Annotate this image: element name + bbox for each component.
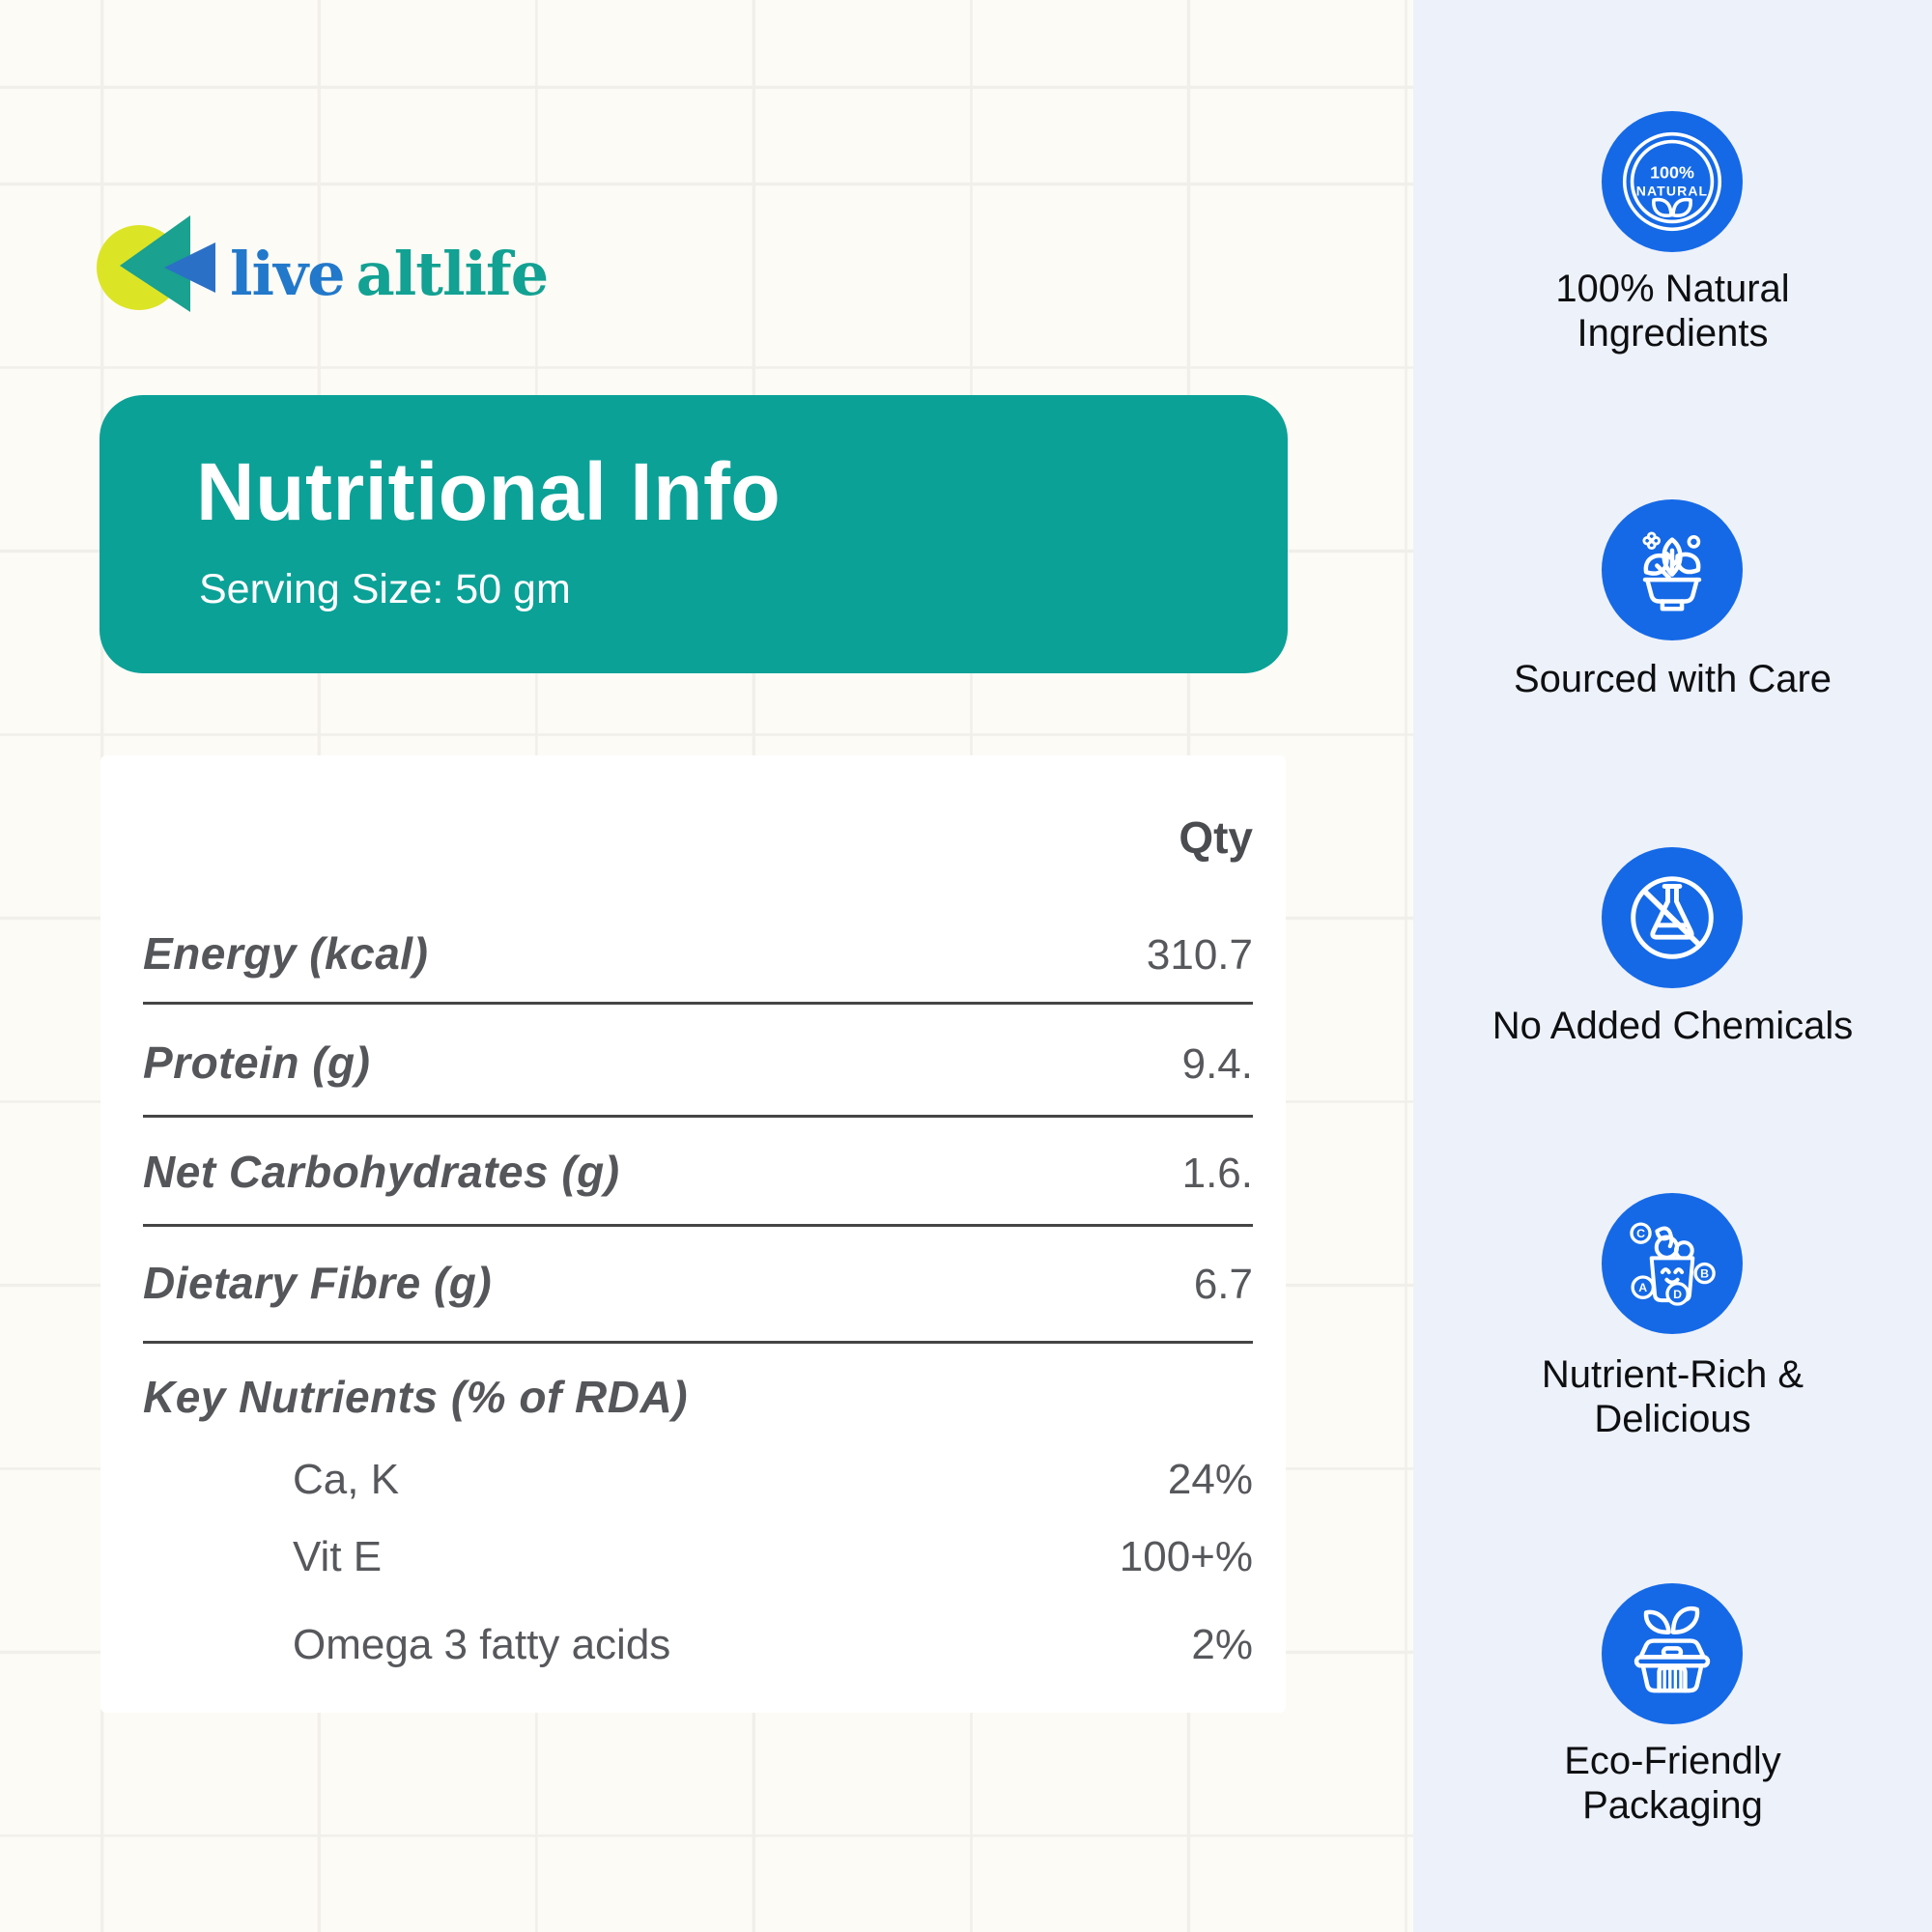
- brand-wordmark: live altlife: [230, 238, 550, 311]
- row-divider: [143, 1224, 1253, 1227]
- svg-text:A: A: [1638, 1281, 1647, 1294]
- eco-packaging-icon: [1634, 1605, 1711, 1693]
- row-value: 9.4.: [1181, 1040, 1253, 1088]
- brand-name-live: live: [230, 239, 346, 309]
- qty-column-header: Qty: [1179, 812, 1253, 863]
- feature-label: Sourced with Care: [1513, 658, 1833, 700]
- feature-icon-circle: [1602, 847, 1743, 988]
- feature-icon-circle: 100% NATURAL: [1602, 111, 1743, 252]
- svg-text:D: D: [1673, 1288, 1682, 1301]
- row-label: Energy (kcal): [143, 928, 429, 979]
- svg-text:100%: 100%: [1650, 163, 1694, 183]
- row-value: 1.6.: [1181, 1150, 1253, 1197]
- brand-logo-icon: [97, 215, 215, 312]
- nutrition-table-card: Qty Energy (kcal) 310.7 Protein (g) 9.4.…: [100, 755, 1286, 1713]
- table-row: Vit E 100+%: [293, 1532, 1253, 1582]
- natural-badge-icon: 100% NATURAL: [1622, 131, 1722, 232]
- no-chemicals-icon: [1631, 876, 1714, 959]
- feature-label: 100% Natural Ingredients: [1555, 268, 1790, 355]
- row-divider: [143, 1002, 1253, 1005]
- feature-icon-circle: [1602, 1583, 1743, 1724]
- row-label: Vit E: [293, 1533, 383, 1580]
- feature-icon-circle: [1602, 499, 1743, 640]
- row-value: 24%: [1167, 1456, 1253, 1503]
- row-divider: [143, 1115, 1253, 1118]
- page-title: Nutritional Info: [196, 446, 781, 537]
- brand-name-altlife: altlife: [355, 239, 550, 309]
- row-divider: [143, 1341, 1253, 1344]
- row-value: 2%: [1191, 1621, 1253, 1668]
- table-row: Ca, K 24%: [293, 1455, 1253, 1505]
- nutrition-header-card: Nutritional Info Serving Size: 50 gm: [99, 395, 1288, 673]
- svg-text:NATURAL: NATURAL: [1636, 184, 1708, 199]
- table-row: Energy (kcal) 310.7: [143, 924, 1253, 984]
- row-label: Protein (g): [143, 1037, 371, 1088]
- row-value: 100+%: [1119, 1533, 1253, 1580]
- feature-icon-circle: C B A D: [1602, 1193, 1743, 1334]
- feature-label: No Added Chemicals: [1492, 1005, 1854, 1047]
- row-label: Dietary Fibre (g): [143, 1258, 493, 1308]
- table-row: Net Carbohydrates (g) 1.6.: [143, 1143, 1253, 1203]
- table-row: Protein (g) 9.4.: [143, 1034, 1253, 1094]
- key-nutrients-heading: Key Nutrients (% of RDA): [143, 1372, 689, 1422]
- row-value: 310.7: [1146, 931, 1253, 979]
- row-value: 6.7: [1193, 1261, 1253, 1308]
- svg-text:B: B: [1700, 1267, 1709, 1281]
- table-row: Omega 3 fatty acids 2%: [293, 1620, 1253, 1670]
- row-label: Omega 3 fatty acids: [293, 1621, 671, 1668]
- row-label: Net Carbohydrates (g): [143, 1147, 620, 1197]
- table-row: Dietary Fibre (g) 6.7: [143, 1254, 1253, 1314]
- row-label: Ca, K: [293, 1456, 400, 1503]
- nutrient-basket-icon: C B A D: [1630, 1222, 1716, 1306]
- svg-text:C: C: [1636, 1227, 1645, 1240]
- feature-label: Eco-Friendly Packaging: [1564, 1740, 1781, 1827]
- plant-bowl-icon: [1642, 531, 1702, 611]
- serving-size: Serving Size: 50 gm: [199, 566, 571, 612]
- feature-label: Nutrient-Rich & Delicious: [1541, 1353, 1804, 1440]
